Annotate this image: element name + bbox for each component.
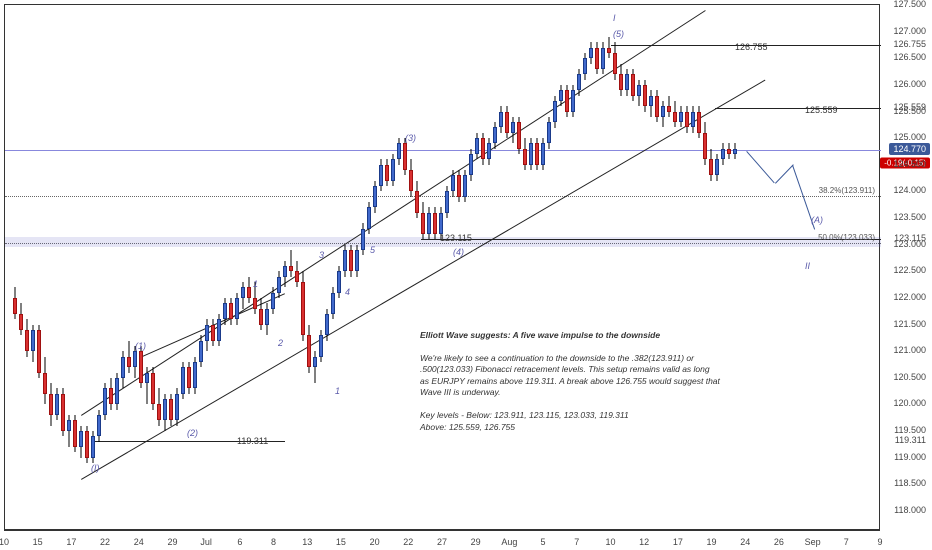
y-tick: 124.500	[893, 159, 926, 169]
y-tick: 118.000	[894, 505, 926, 515]
x-tick: 5	[541, 537, 546, 547]
x-tick: 20	[370, 537, 380, 547]
x-tick: Sep	[805, 537, 821, 547]
y-tick: 118.500	[894, 478, 926, 488]
y-tick: 121.000	[893, 345, 926, 355]
y-tick: 126.000	[893, 79, 926, 89]
x-tick: 17	[66, 537, 76, 547]
y-tick: 119.500	[894, 425, 926, 435]
horizontal-level-line	[5, 196, 881, 197]
wave-label: (2)	[187, 428, 198, 438]
wave-label: 5	[370, 245, 375, 255]
fib-label: 50.0%(123.033)	[818, 233, 875, 242]
level-label: 119.311	[237, 436, 268, 446]
wave-label: (A)	[811, 215, 823, 225]
y-tick: 119.311	[895, 435, 926, 445]
trend-line	[746, 151, 775, 184]
chart-container: Euro / Japanese Yen, 4h, FXCM 126.755125…	[0, 0, 932, 550]
analysis-annotation: Elliott Wave suggests: A five wave impul…	[420, 330, 720, 433]
y-tick: 123.500	[893, 212, 926, 222]
x-tick: 9	[877, 537, 882, 547]
annotation-title: Elliott Wave suggests: A five wave impul…	[420, 330, 720, 341]
x-tick: 29	[471, 537, 481, 547]
x-tick: 6	[237, 537, 242, 547]
x-tick: Jul	[200, 537, 212, 547]
y-tick: 123.000	[893, 239, 926, 249]
y-tick: 120.000	[893, 398, 926, 408]
x-tick: 7	[574, 537, 579, 547]
wave-label: 2	[278, 338, 283, 348]
wave-label: (1)	[135, 341, 146, 351]
annotation-keys: Key levels - Below: 123.911, 123.115, 12…	[420, 410, 720, 433]
wave-label: 1	[335, 386, 340, 396]
annotation-body: We're likely to see a continuation to th…	[420, 353, 720, 399]
x-tick: 7	[844, 537, 849, 547]
y-tick: 126.755	[893, 39, 926, 49]
x-tick: 8	[271, 537, 276, 547]
y-tick: 126.500	[893, 52, 926, 62]
y-tick: 122.500	[893, 265, 926, 275]
wave-label: 3	[319, 250, 324, 260]
horizontal-level-line	[5, 150, 881, 151]
y-axis: 124.770 -0.19(-0.15) 127.500127.000126.7…	[880, 4, 932, 530]
y-tick: 127.500	[893, 0, 926, 9]
wave-label: 1	[253, 279, 258, 289]
x-tick: 29	[167, 537, 177, 547]
x-tick: 10	[0, 537, 9, 547]
x-tick: 12	[639, 537, 649, 547]
y-tick: 121.500	[893, 319, 926, 329]
y-tick: 125.500	[893, 106, 926, 116]
x-tick: 27	[437, 537, 447, 547]
wave-label: (I)	[91, 463, 100, 473]
x-tick: 22	[403, 537, 413, 547]
x-tick: 24	[740, 537, 750, 547]
y-tick: 122.000	[893, 292, 926, 302]
y-tick: 120.500	[893, 372, 926, 382]
wave-label: 4	[345, 287, 350, 297]
x-tick: 24	[134, 537, 144, 547]
wave-label: (3)	[405, 133, 416, 143]
wave-label: II	[805, 261, 810, 271]
x-tick: 17	[673, 537, 683, 547]
x-tick: 15	[33, 537, 43, 547]
x-tick: 19	[707, 537, 717, 547]
level-label: 123.115	[440, 233, 472, 243]
x-tick: 13	[302, 537, 312, 547]
fib-label: 38.2%(123.911)	[819, 186, 875, 195]
y-tick: 124.000	[893, 185, 926, 195]
x-axis: 101517222429Jul68131520222729Aug57101217…	[4, 530, 880, 550]
y-tick: 119.000	[894, 452, 926, 462]
level-line	[715, 108, 881, 109]
plot-area[interactable]: 126.755 125.559 123.115 119.311 (I) (1) (2) 1 2 3…	[4, 4, 880, 530]
x-tick: Aug	[501, 537, 517, 547]
y-tick: 125.000	[893, 132, 926, 142]
wave-label: (4)	[453, 247, 464, 257]
x-tick: 10	[605, 537, 615, 547]
x-tick: 26	[774, 537, 784, 547]
trend-line	[775, 165, 794, 184]
x-tick: 15	[336, 537, 346, 547]
price-current-tag: 124.770	[889, 143, 930, 155]
wave-label: (5)	[613, 29, 624, 39]
x-tick: 22	[100, 537, 110, 547]
y-tick: 127.000	[893, 26, 926, 36]
level-label: 125.559	[805, 105, 838, 115]
wave-label: I	[613, 13, 616, 23]
level-label: 126.755	[735, 42, 768, 52]
